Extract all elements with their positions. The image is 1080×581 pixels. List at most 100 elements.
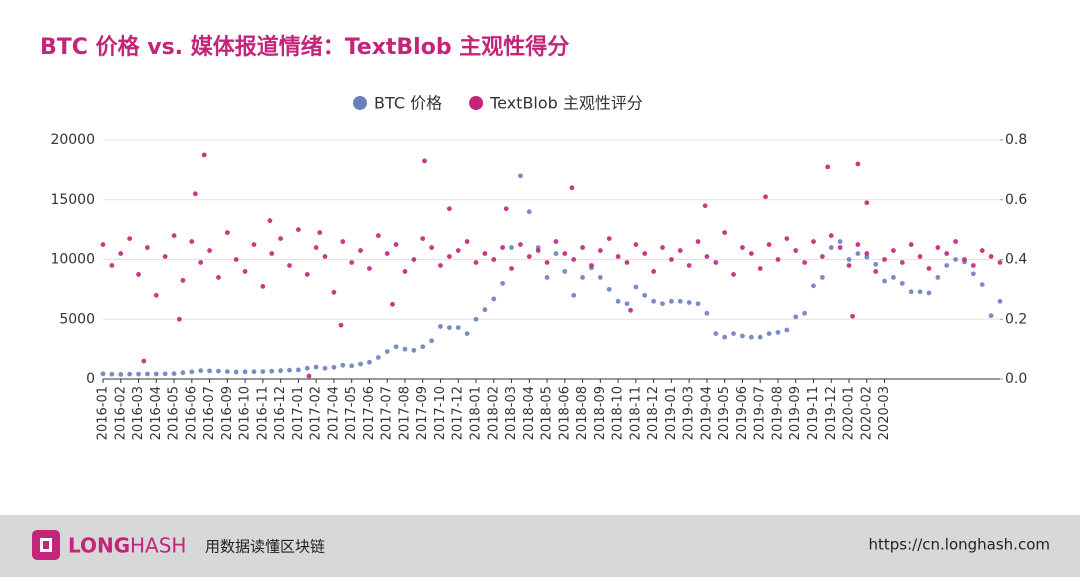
x-tick-label: 2017-05 bbox=[344, 386, 359, 440]
data-point bbox=[233, 369, 239, 375]
data-point bbox=[446, 325, 452, 331]
x-tick-label: 2017-01 bbox=[291, 386, 306, 440]
data-point bbox=[970, 271, 976, 277]
data-point bbox=[473, 260, 479, 265]
data-point bbox=[562, 251, 568, 256]
x-tick-label: 2017-09 bbox=[415, 386, 430, 440]
data-point bbox=[304, 365, 310, 371]
data-point bbox=[278, 236, 284, 241]
data-point bbox=[997, 260, 1003, 265]
data-point bbox=[518, 242, 523, 247]
data-point bbox=[882, 278, 887, 284]
y2-tick-label: 0.6 bbox=[1005, 192, 1027, 208]
data-point bbox=[393, 242, 399, 247]
brand-right: HASH bbox=[130, 534, 186, 558]
data-point bbox=[855, 242, 861, 247]
data-point bbox=[615, 298, 621, 304]
data-point bbox=[304, 272, 310, 277]
data-point bbox=[145, 245, 150, 250]
data-point bbox=[338, 322, 344, 328]
data-point bbox=[422, 158, 427, 164]
data-point bbox=[668, 298, 674, 304]
data-point bbox=[740, 333, 745, 339]
data-point bbox=[180, 278, 186, 283]
data-point bbox=[189, 239, 195, 244]
data-point bbox=[509, 266, 514, 271]
data-point bbox=[109, 371, 115, 377]
data-point bbox=[153, 292, 159, 298]
x-tick-label: 2018-09 bbox=[593, 386, 608, 440]
data-point bbox=[127, 371, 133, 377]
data-point bbox=[340, 239, 346, 244]
x-tick-label: 2018-02 bbox=[486, 386, 501, 440]
data-point bbox=[267, 218, 273, 224]
data-point bbox=[953, 257, 958, 262]
data-point bbox=[926, 290, 932, 296]
data-point bbox=[864, 254, 870, 260]
data-point bbox=[162, 254, 168, 259]
data-point bbox=[908, 289, 914, 295]
logo-icon bbox=[32, 530, 60, 560]
data-point bbox=[438, 324, 443, 329]
y2-tick-label: 0.2 bbox=[1005, 311, 1027, 327]
data-point bbox=[668, 257, 674, 262]
data-point bbox=[597, 275, 603, 280]
data-point bbox=[260, 283, 266, 289]
data-point bbox=[331, 289, 337, 295]
data-point bbox=[180, 370, 186, 376]
data-point bbox=[695, 239, 701, 244]
data-point bbox=[367, 266, 372, 271]
data-point bbox=[127, 236, 133, 241]
data-point bbox=[731, 272, 736, 277]
data-point bbox=[322, 365, 328, 371]
data-point bbox=[242, 269, 248, 274]
data-point bbox=[384, 349, 390, 354]
data-point bbox=[464, 331, 470, 336]
x-tick-label: 2017-08 bbox=[397, 386, 412, 440]
data-point bbox=[819, 275, 825, 280]
data-point bbox=[349, 260, 355, 265]
data-point bbox=[390, 301, 395, 307]
data-point bbox=[553, 239, 559, 244]
data-point bbox=[224, 230, 230, 236]
data-point bbox=[775, 257, 781, 262]
data-point bbox=[686, 300, 692, 305]
x-tick-label: 2017-07 bbox=[380, 386, 395, 440]
data-point bbox=[384, 251, 390, 256]
data-point bbox=[322, 254, 328, 259]
data-point bbox=[825, 164, 831, 170]
data-point bbox=[763, 194, 768, 200]
data-point bbox=[176, 316, 182, 322]
data-point bbox=[908, 242, 914, 247]
brand-left: LONG bbox=[68, 534, 130, 558]
x-tick-label: 2019-11 bbox=[806, 386, 821, 440]
data-point bbox=[269, 368, 275, 374]
legend-marker bbox=[469, 96, 484, 110]
data-point bbox=[171, 371, 177, 377]
data-point bbox=[216, 368, 221, 374]
data-point bbox=[464, 239, 470, 244]
data-point bbox=[580, 245, 585, 250]
data-point bbox=[660, 245, 665, 250]
data-point bbox=[793, 248, 799, 253]
data-point bbox=[313, 364, 319, 370]
data-point bbox=[100, 242, 106, 247]
chart-title: BTC 价格 vs. 媒体报道情绪：TextBlob 主观性得分 bbox=[40, 34, 569, 60]
x-tick-label: 2018-04 bbox=[522, 386, 537, 440]
data-point bbox=[189, 369, 195, 375]
data-point bbox=[677, 298, 683, 304]
data-point bbox=[766, 242, 772, 247]
x-tick-label: 2018-01 bbox=[469, 386, 484, 440]
data-point bbox=[713, 260, 719, 265]
data-point bbox=[571, 292, 577, 298]
data-point bbox=[375, 233, 381, 239]
data-point bbox=[438, 263, 443, 268]
legend-label: BTC 价格 bbox=[374, 94, 442, 113]
data-point bbox=[837, 245, 843, 250]
data-point bbox=[553, 251, 559, 256]
data-point bbox=[748, 251, 754, 256]
data-point bbox=[979, 248, 985, 253]
data-point bbox=[891, 248, 896, 253]
data-point bbox=[562, 269, 568, 274]
x-tick-label: 2018-11 bbox=[628, 386, 643, 440]
